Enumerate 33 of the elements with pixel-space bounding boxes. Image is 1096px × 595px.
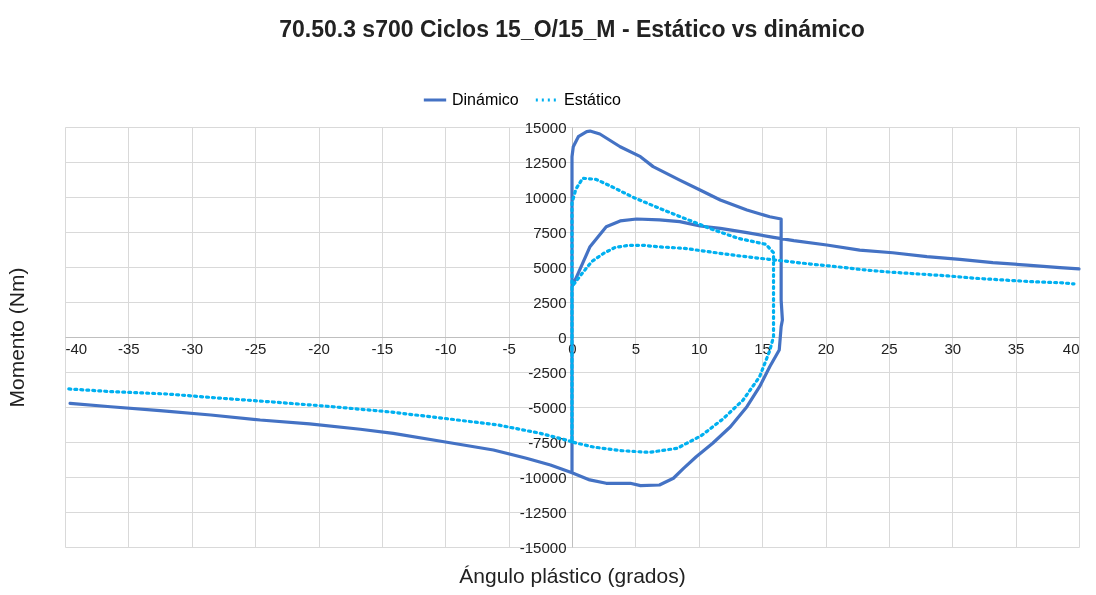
y-tick-label: 5000	[533, 258, 567, 276]
x-tick-label: 10	[690, 339, 708, 357]
x-tick-label: -20	[308, 339, 330, 357]
chart-title: 70.50.3 s700 Ciclos 15_O/15_M - Estático vs dinámico	[279, 16, 865, 42]
y-tick-label: -2500	[528, 363, 567, 381]
y-tick-label: -10000	[519, 468, 567, 486]
x-tick-label: 30	[944, 339, 962, 357]
x-tick-label: 40	[1062, 339, 1080, 357]
x-tick-label: 20	[817, 339, 835, 357]
y-tick-label: 10000	[524, 188, 567, 206]
x-tick-label: -40	[65, 339, 88, 357]
y-tick-label: 15000	[524, 118, 567, 136]
x-tick-label: -30	[181, 339, 204, 357]
x-tick-label: 5	[631, 339, 641, 357]
y-tick-label: 7500	[533, 223, 567, 241]
y-tick-label: -7500	[528, 433, 567, 451]
legend-label: Dinámico	[452, 91, 519, 108]
y-tick-label: -15000	[519, 538, 567, 556]
legend-label: Estático	[564, 91, 622, 108]
x-tick-label: 35	[1007, 339, 1025, 357]
y-tick-label: -12500	[519, 503, 567, 521]
x-tick-label: -35	[118, 339, 140, 357]
x-tick-label: -10	[434, 339, 457, 357]
y-tick-label: 2500	[533, 293, 567, 311]
x-tick-label: -15	[371, 339, 394, 357]
y-tick-label: -5000	[528, 398, 567, 416]
y-tick-label: 12500	[524, 153, 567, 171]
y-axis-title: Momento (Nm)	[4, 267, 28, 408]
x-tick-label: -5	[502, 339, 516, 357]
x-tick-label: 25	[881, 339, 898, 357]
x-tick-label: -25	[244, 339, 267, 357]
x-axis-title: Ángulo plástico (grados)	[459, 563, 686, 587]
y-tick-label: 0	[558, 328, 567, 346]
